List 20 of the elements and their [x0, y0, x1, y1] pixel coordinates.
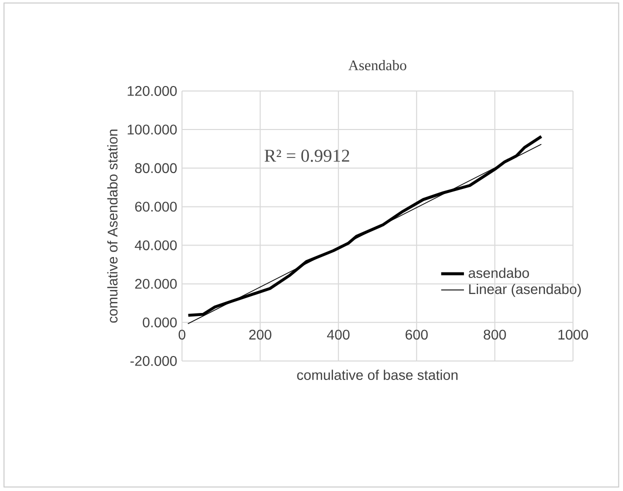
x-tick-label: 200 [249, 330, 272, 340]
legend-label: Linear (asendabo) [469, 284, 581, 297]
y-tick-label: -20.000 [130, 356, 177, 366]
x-axis-title: comulative of base station [297, 370, 458, 380]
y-tick-label: 40.000 [134, 240, 177, 250]
y-tick-label: 60.000 [135, 202, 177, 212]
y-tick-label: 20.000 [135, 278, 177, 289]
y-tick-label: 100.000 [128, 124, 177, 135]
x-tick-label: 0 [178, 330, 186, 340]
y-tick-label: 120.000 [128, 86, 177, 96]
x-tick-label: 1000 [558, 330, 588, 340]
y-axis-title: comulative of Asendabo station [107, 130, 118, 323]
x-tick-label: 400 [327, 330, 350, 340]
x-tick-label: 600 [406, 330, 428, 340]
y-tick-label: 0.000 [142, 317, 177, 328]
y-tick-label: 80.000 [135, 163, 177, 174]
x-tick-label: 800 [484, 330, 506, 340]
chart-title: Asendabo [348, 60, 406, 70]
annotation: R² = 0.9912 [264, 150, 350, 162]
legend-label: asendabo [468, 268, 529, 278]
